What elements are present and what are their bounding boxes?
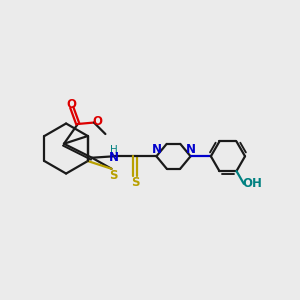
Text: H: H: [110, 145, 117, 155]
Text: N: N: [152, 143, 161, 156]
Text: O: O: [93, 115, 103, 128]
Text: N: N: [186, 143, 196, 156]
Text: OH: OH: [242, 177, 262, 190]
Text: S: S: [131, 176, 140, 189]
Text: N: N: [108, 151, 118, 164]
Text: S: S: [109, 169, 117, 182]
Text: O: O: [67, 98, 77, 111]
